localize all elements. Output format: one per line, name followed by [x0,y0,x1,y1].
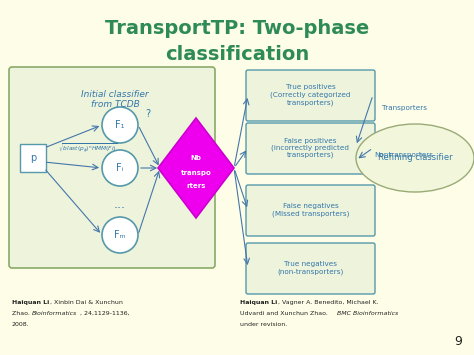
Circle shape [102,107,138,143]
Circle shape [102,217,138,253]
Text: Initial classifier
from TCDB: Initial classifier from TCDB [81,90,149,109]
Text: F₁: F₁ [115,120,125,130]
Polygon shape [158,118,234,218]
Text: transpo: transpo [181,170,211,176]
Circle shape [102,150,138,186]
Text: Bioinformatics: Bioinformatics [32,311,77,316]
FancyBboxPatch shape [9,67,215,268]
Text: p: p [30,153,36,163]
FancyBboxPatch shape [246,123,375,174]
FancyBboxPatch shape [246,243,375,294]
Text: False positives
(incorrectly predicted
transporters): False positives (incorrectly predicted t… [272,137,349,158]
Ellipse shape [356,124,474,192]
Text: , 24,1129-1136,: , 24,1129-1136, [80,311,129,316]
Text: , Vagner A. Benedito, Michael K.: , Vagner A. Benedito, Michael K. [278,300,379,305]
Text: True negatives
(non-transporters): True negatives (non-transporters) [277,261,344,275]
Text: True positives
(Correctly categorized
transporters): True positives (Correctly categorized tr… [270,84,351,105]
Text: BMC Bioinformatics: BMC Bioinformatics [337,311,398,316]
Text: False negatives
(Missed transporters): False negatives (Missed transporters) [272,203,349,217]
FancyBboxPatch shape [246,185,375,236]
Text: Refining classifier: Refining classifier [378,153,452,163]
Text: Transporters: Transporters [382,105,427,111]
Text: under revision.: under revision. [240,322,287,327]
Text: Udvardi and Xunchun Zhao.: Udvardi and Xunchun Zhao. [240,311,330,316]
Text: Fₘ: Fₘ [114,230,126,240]
Text: Nb: Nb [191,155,201,161]
Text: ...: ... [114,198,126,212]
Text: Haiquan Li: Haiquan Li [12,300,49,305]
Text: TransportTP: Two-phase: TransportTP: Two-phase [105,18,369,38]
Text: Nontransporters: Nontransporters [374,152,433,158]
Text: Haiquan Li: Haiquan Li [240,300,277,305]
Text: 9: 9 [454,335,462,348]
Text: Fᵢ: Fᵢ [116,163,124,173]
Text: $\sqrt{blast(p_{\phi})^n HMM(Fi)}$: $\sqrt{blast(p_{\phi})^n HMM(Fi)}$ [58,141,118,155]
Text: ?: ? [146,109,151,119]
FancyBboxPatch shape [246,70,375,121]
Text: , Xinbin Dai & Xunchun: , Xinbin Dai & Xunchun [50,300,123,305]
FancyBboxPatch shape [20,144,46,172]
Text: classification: classification [165,45,309,65]
Text: rters: rters [186,183,206,189]
Text: 2008.: 2008. [12,322,29,327]
Text: Zhao.: Zhao. [12,311,32,316]
